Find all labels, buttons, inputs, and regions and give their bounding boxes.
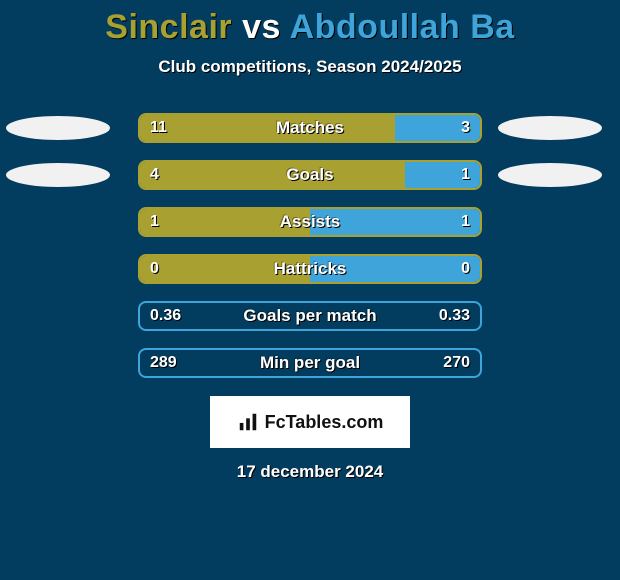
date-text: 17 december 2024 (0, 462, 620, 482)
stat-row: Hattricks 0 0 (0, 254, 620, 284)
stat-label: Matches (276, 118, 344, 138)
stat-value-right: 1 (461, 213, 470, 231)
stat-value-right: 1 (461, 166, 470, 184)
stat-bar: Goals 4 1 (138, 160, 482, 190)
stat-row: Matches 11 3 (0, 113, 620, 143)
comparison-card: Sinclair vs Abdoullah Ba Club competitio… (0, 0, 620, 482)
stat-value-right: 270 (443, 354, 470, 372)
branding-text: FcTables.com (265, 412, 384, 433)
stat-label: Min per goal (260, 353, 360, 373)
stat-bar: Hattricks 0 0 (138, 254, 482, 284)
vs-text: vs (242, 8, 281, 46)
stat-row: Assists 1 1 (0, 207, 620, 237)
title: Sinclair vs Abdoullah Ba (0, 8, 620, 47)
player1-badge-placeholder (6, 163, 110, 187)
stat-label: Hattricks (274, 259, 347, 279)
stat-label: Goals (286, 165, 333, 185)
stat-label: Assists (280, 212, 340, 232)
branding-box: FcTables.com (210, 396, 410, 448)
stat-value-right: 0 (461, 260, 470, 278)
stat-value-left: 11 (150, 119, 167, 137)
stat-value-left: 0.36 (150, 307, 181, 325)
player2-badge-placeholder (498, 163, 602, 187)
player2-name: Abdoullah Ba (290, 8, 515, 46)
stat-bar: Assists 1 1 (138, 207, 482, 237)
player1-name: Sinclair (105, 8, 232, 46)
stat-bar: Matches 11 3 (138, 113, 482, 143)
stat-value-right: 3 (461, 119, 470, 137)
stat-value-left: 289 (150, 354, 177, 372)
stat-value-right: 0.33 (439, 307, 470, 325)
stat-row: Goals per match 0.36 0.33 (0, 301, 620, 331)
player2-badge-placeholder (498, 116, 602, 140)
stat-bar: Min per goal 289 270 (138, 348, 482, 378)
stats-list: Matches113Goals41Assists11Hattricks00Goa… (0, 113, 620, 378)
stat-row: Min per goal 289 270 (0, 348, 620, 378)
subtitle: Club competitions, Season 2024/2025 (0, 57, 620, 77)
stat-value-left: 0 (150, 260, 159, 278)
stat-row: Goals 4 1 (0, 160, 620, 190)
player1-badge-placeholder (6, 116, 110, 140)
chart-icon (237, 411, 259, 433)
bar-fill-left (140, 162, 405, 188)
stat-label: Goals per match (243, 306, 376, 326)
stat-value-left: 4 (150, 166, 159, 184)
stat-bar: Goals per match 0.36 0.33 (138, 301, 482, 331)
bar-fill-left (140, 115, 395, 141)
stat-value-left: 1 (150, 213, 159, 231)
